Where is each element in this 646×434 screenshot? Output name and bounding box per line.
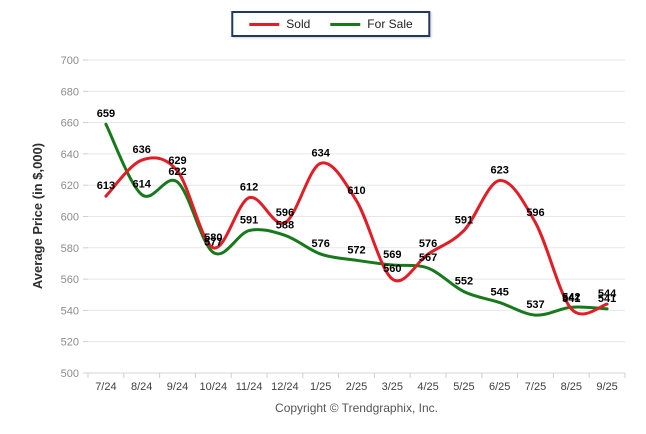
svg-text:659: 659 bbox=[97, 108, 115, 120]
svg-text:634: 634 bbox=[312, 147, 331, 159]
svg-text:8/25: 8/25 bbox=[561, 381, 582, 393]
svg-text:629: 629 bbox=[168, 155, 186, 167]
svg-text:540: 540 bbox=[61, 305, 79, 317]
svg-text:610: 610 bbox=[347, 185, 365, 197]
sold-line-swatch bbox=[249, 22, 280, 26]
svg-text:576: 576 bbox=[419, 238, 437, 250]
svg-text:560: 560 bbox=[61, 274, 79, 286]
svg-text:620: 620 bbox=[61, 180, 79, 192]
svg-text:12/24: 12/24 bbox=[271, 381, 299, 393]
svg-text:580: 580 bbox=[61, 243, 79, 255]
svg-text:623: 623 bbox=[491, 165, 509, 177]
svg-text:500: 500 bbox=[61, 368, 79, 380]
svg-text:8/24: 8/24 bbox=[131, 381, 152, 393]
svg-text:572: 572 bbox=[347, 244, 365, 256]
svg-text:544: 544 bbox=[598, 288, 617, 300]
svg-text:569: 569 bbox=[383, 249, 401, 261]
svg-text:660: 660 bbox=[61, 118, 79, 130]
svg-text:700: 700 bbox=[61, 55, 79, 67]
svg-text:588: 588 bbox=[276, 219, 294, 231]
sold-legend-label: Sold bbox=[286, 17, 311, 31]
svg-text:3/25: 3/25 bbox=[382, 381, 403, 393]
y-axis-title: Average Price (in $,000) bbox=[30, 143, 45, 289]
svg-text:560: 560 bbox=[383, 263, 401, 275]
svg-text:1/25: 1/25 bbox=[310, 381, 331, 393]
for-sale-legend-label: For Sale bbox=[367, 17, 413, 31]
svg-text:7/24: 7/24 bbox=[95, 381, 116, 393]
copyright-text: Copyright © Trendgraphix, Inc. bbox=[275, 401, 438, 415]
legend-item-sold: Sold bbox=[249, 17, 310, 31]
svg-text:591: 591 bbox=[455, 215, 473, 227]
svg-text:636: 636 bbox=[133, 144, 151, 156]
chart-legend: Sold For Sale bbox=[231, 11, 431, 37]
svg-text:567: 567 bbox=[419, 252, 437, 264]
svg-text:2/25: 2/25 bbox=[346, 381, 367, 393]
svg-text:613: 613 bbox=[97, 180, 115, 192]
svg-text:10/24: 10/24 bbox=[200, 381, 228, 393]
legend-item-for-sale: For Sale bbox=[330, 17, 413, 31]
svg-text:580: 580 bbox=[204, 232, 222, 244]
svg-text:622: 622 bbox=[168, 166, 186, 178]
svg-text:600: 600 bbox=[61, 212, 79, 224]
svg-text:11/24: 11/24 bbox=[236, 381, 263, 393]
svg-text:542: 542 bbox=[562, 291, 580, 303]
sold-line bbox=[104, 156, 609, 316]
svg-text:576: 576 bbox=[312, 238, 330, 250]
for-sale-line bbox=[104, 122, 609, 317]
svg-text:6/25: 6/25 bbox=[489, 381, 510, 393]
svg-text:680: 680 bbox=[61, 86, 79, 98]
svg-text:4/25: 4/25 bbox=[417, 381, 438, 393]
svg-text:614: 614 bbox=[133, 179, 152, 191]
svg-text:552: 552 bbox=[455, 276, 473, 288]
svg-text:537: 537 bbox=[526, 299, 544, 311]
svg-text:577: 577 bbox=[204, 236, 222, 248]
svg-text:591: 591 bbox=[240, 215, 258, 227]
svg-text:520: 520 bbox=[61, 337, 79, 349]
svg-text:9/25: 9/25 bbox=[596, 381, 617, 393]
svg-text:7/25: 7/25 bbox=[525, 381, 546, 393]
svg-text:596: 596 bbox=[526, 207, 544, 219]
svg-text:9/24: 9/24 bbox=[167, 381, 188, 393]
svg-text:541: 541 bbox=[562, 293, 580, 305]
svg-text:612: 612 bbox=[240, 182, 258, 194]
svg-text:596: 596 bbox=[276, 207, 294, 219]
svg-text:5/25: 5/25 bbox=[453, 381, 474, 393]
for-sale-line-swatch bbox=[330, 22, 361, 26]
svg-text:545: 545 bbox=[491, 287, 509, 299]
svg-text:640: 640 bbox=[61, 149, 79, 161]
svg-text:541: 541 bbox=[598, 293, 616, 305]
